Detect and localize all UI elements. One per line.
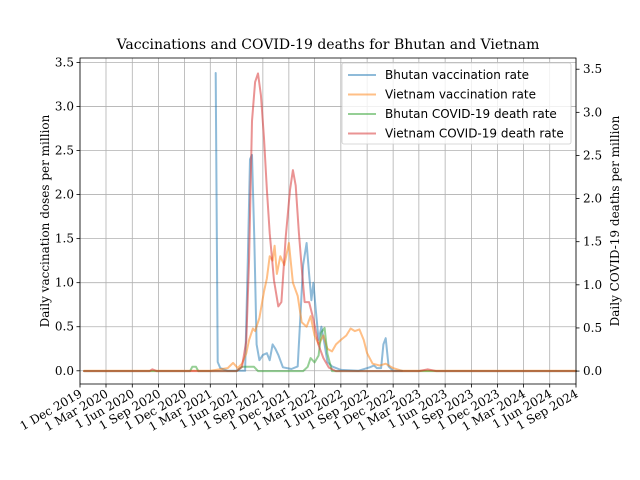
y-right-tick-label: 0.5 <box>583 321 602 335</box>
series-line-bhutan-covid-19-death-rate <box>83 326 577 373</box>
y-right-tick-label: 3.0 <box>583 105 602 119</box>
legend: Bhutan vaccination rate Vietnam vaccinati… <box>341 62 572 145</box>
y-right-tick-label: 2.5 <box>583 148 602 162</box>
plot-frame <box>79 57 577 385</box>
legend-label: Bhutan vaccination rate <box>385 68 529 82</box>
legend-entry: Vietnam COVID-19 death rate <box>348 127 564 141</box>
y-right-tick-label: 2.0 <box>583 192 602 206</box>
y-right-tick-label: 1.0 <box>583 278 602 292</box>
legend-entry: Bhutan COVID-19 death rate <box>348 107 557 121</box>
legend-label: Vietnam COVID-19 death rate <box>385 127 564 141</box>
y-axis-right-label: Daily COVID-19 deaths per million <box>608 115 622 326</box>
chart-title: Vaccinations and COVID-19 deaths for Bhu… <box>116 37 540 53</box>
y-right-tick-label: 3.5 <box>583 62 602 76</box>
legend-label: Bhutan COVID-19 death rate <box>385 107 557 121</box>
y-axis-right: 0.0 0.5 1.0 1.5 2.0 2.5 3.0 3.5 <box>576 62 602 378</box>
y-right-tick-label: 1.5 <box>583 235 602 249</box>
y-left-tick-label: 1.0 <box>55 276 74 290</box>
legend-entry: Bhutan vaccination rate <box>348 68 529 82</box>
y-left-tick-label: 2.0 <box>55 188 74 202</box>
y-left-tick-label: 0.0 <box>55 364 74 378</box>
legend-label: Vietnam vaccination rate <box>385 88 536 102</box>
series-line-vietnam-vaccination-rate <box>83 242 577 372</box>
legend-box <box>341 62 572 145</box>
y-left-tick-label: 3.0 <box>55 99 74 113</box>
y-axis-left-label: Daily vaccination doses per million <box>38 114 52 327</box>
y-axis-left: 0.0 0.5 1.0 1.5 2.0 2.5 3.0 3.5 <box>55 55 80 378</box>
y-left-tick-label: 0.5 <box>55 320 74 334</box>
series-lines <box>83 72 577 373</box>
y-left-tick-label: 3.5 <box>55 55 74 69</box>
series-line-vietnam-covid-19-death-rate <box>83 72 577 373</box>
y-left-tick-label: 1.5 <box>55 232 74 246</box>
y-right-tick-label: 0.0 <box>583 364 602 378</box>
legend-entry: Vietnam vaccination rate <box>348 88 536 102</box>
y-left-tick-label: 2.5 <box>55 144 74 158</box>
